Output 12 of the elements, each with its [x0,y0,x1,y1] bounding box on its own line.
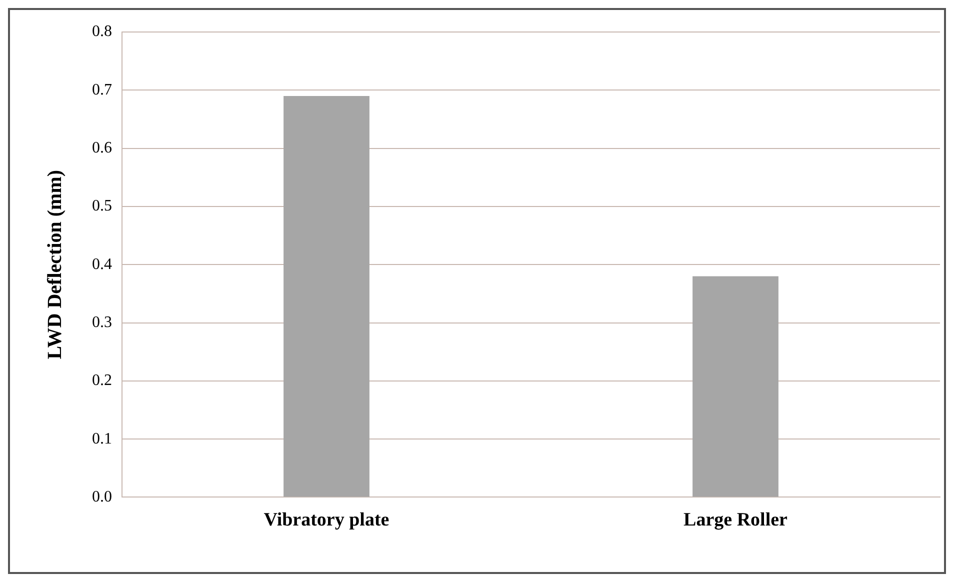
y-tick-label: 0.1 [92,430,112,448]
x-tick-label: Vibratory plate [264,510,390,531]
y-tick-label: 0.4 [92,256,112,273]
y-tick-label: 0.6 [92,140,112,157]
y-tick-label: 0.5 [92,198,112,215]
x-tick-label: Large Roller [684,510,788,531]
y-axis-title: LWD Deflection (mm) [44,170,66,360]
y-tick-label: 0.0 [92,488,112,506]
y-tick-label: 0.3 [92,314,112,331]
y-tick-label: 0.2 [92,372,112,390]
y-tick-label: 0.8 [92,23,112,40]
y-tick-label: 0.7 [92,81,112,98]
